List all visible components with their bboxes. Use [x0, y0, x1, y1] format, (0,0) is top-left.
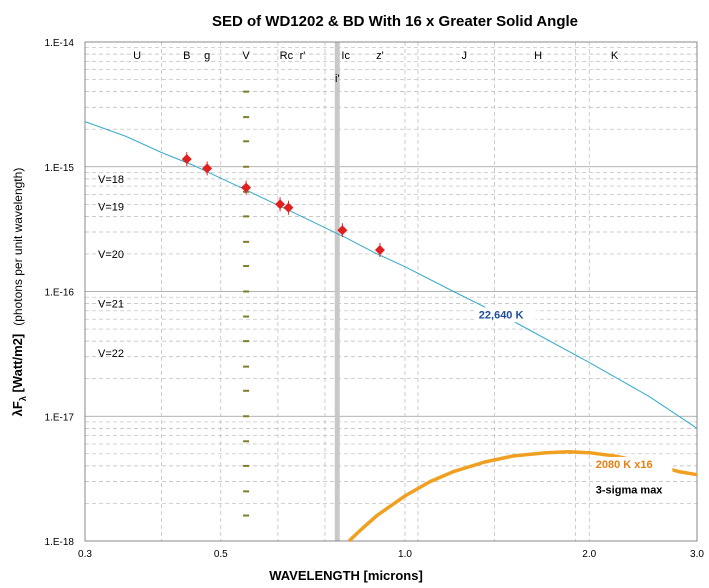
vmag-label: V=19	[98, 202, 124, 214]
annotations: 22,640 K 2080 K x16 3-sigma max	[474, 307, 673, 498]
grid-lines: i'	[85, 42, 697, 542]
band-label: J	[462, 50, 468, 62]
band-label: g	[204, 50, 210, 62]
observation-point	[275, 199, 286, 210]
chart-title: SED of WD1202 & BD With 16 x Greater Sol…	[212, 13, 578, 30]
wd-blackbody-line	[84, 121, 698, 429]
band-label: U	[133, 50, 141, 62]
observation-point	[337, 225, 348, 236]
band-label-i-prime: i'	[335, 73, 340, 85]
annotation-bg	[474, 307, 536, 323]
band-label: Rc	[280, 50, 294, 62]
annotation-bg	[591, 456, 673, 472]
band-label: r'	[300, 50, 306, 62]
vmag-label: V=22	[98, 348, 124, 360]
vmag-label: V=21	[98, 299, 124, 311]
x-tick-label: 2.0	[582, 549, 596, 560]
band-label: K	[611, 50, 619, 62]
y-axis-main: λF	[10, 401, 25, 416]
x-tick-label: 0.3	[78, 549, 92, 560]
band-label: z'	[376, 50, 384, 62]
y-tick-label: 1.E-16	[45, 288, 75, 299]
y-tick-label: 1.E-17	[45, 412, 75, 423]
observation-point	[241, 182, 252, 193]
y-axis-rest: [Watt/m2]	[10, 334, 25, 396]
x-tick-label: 3.0	[690, 549, 704, 560]
y-axis-title: λFλ [Watt/m2] (photons per unit wavelengt…	[10, 168, 28, 417]
y-axis-note: (photons per unit wavelength)	[11, 168, 25, 326]
y-tick-label: 1.E-14	[45, 38, 75, 49]
i-prime-band	[334, 42, 340, 541]
band-label: V	[242, 50, 250, 62]
observation-points	[181, 152, 385, 258]
annotation-bg	[591, 482, 673, 498]
observation-point	[202, 163, 213, 174]
annotation-label: 3-sigma max	[596, 485, 664, 497]
vmag-label: V=20	[98, 249, 124, 261]
y-tick-label: 1.E-18	[45, 537, 75, 548]
observation-point	[374, 245, 385, 256]
band-label: B	[183, 50, 190, 62]
band-label: H	[534, 50, 542, 62]
axis-ticks: 1.E-14 1.E-15 1.E-16 1.E-17 1.E-180.3 0.5 1.0 2…	[45, 38, 705, 560]
vmag-label: V=18	[98, 174, 124, 186]
band-label: Ic	[341, 50, 350, 62]
plot-area-frame	[84, 41, 698, 542]
observation-point	[181, 154, 192, 165]
y-axis-sub: λ	[18, 396, 28, 401]
y-tick-label: 1.E-15	[45, 163, 75, 174]
annotation-label: 2080 K x16	[596, 459, 653, 471]
series-lines	[84, 121, 698, 543]
x-tick-label: 0.5	[214, 549, 228, 560]
annotation-label: 22,640 K	[479, 309, 524, 321]
x-axis-title: WAVELENGTH [microns]	[269, 568, 423, 583]
x-tick-label: 1.0	[398, 549, 412, 560]
vmag-scale: V=18 V=19 V=20 V=21 V=22	[98, 90, 250, 517]
observation-point	[283, 202, 294, 213]
